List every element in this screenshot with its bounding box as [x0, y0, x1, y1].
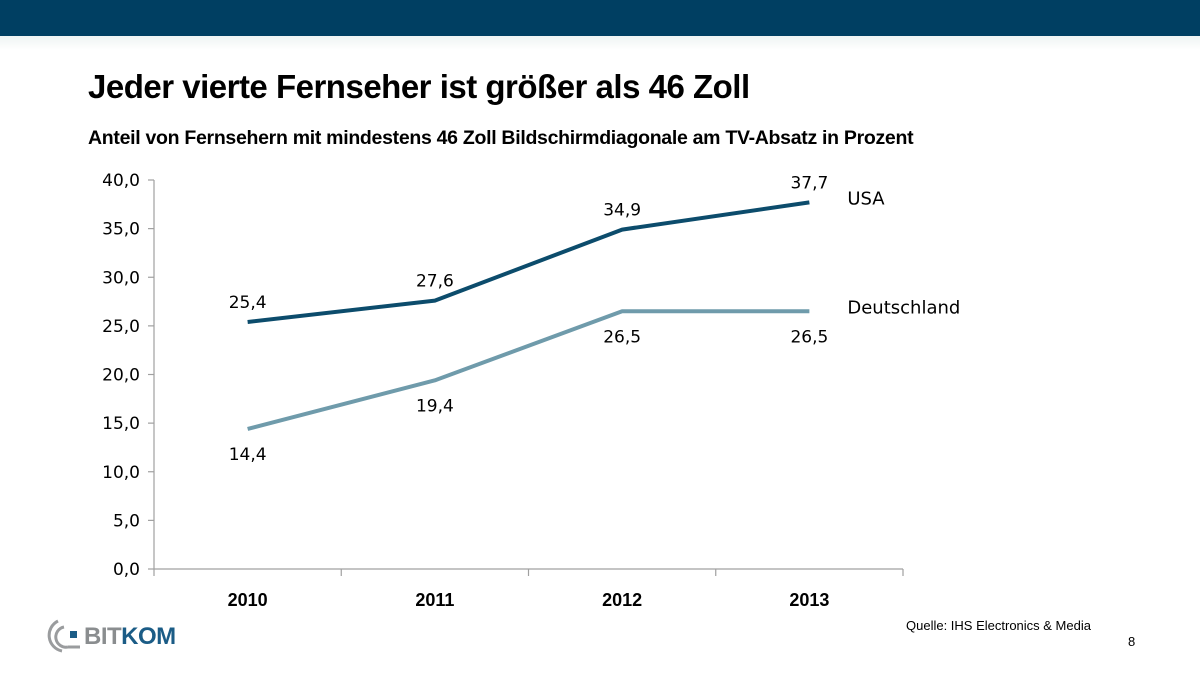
page-title: Jeder vierte Fernseher ist größer als 46…	[88, 68, 750, 105]
y-tick-label: 10,0	[102, 463, 140, 483]
page-number: 8	[1128, 634, 1136, 649]
logo-text-bit: BIT	[84, 623, 122, 650]
y-tick-label: 35,0	[102, 220, 140, 240]
y-tick-label: 15,0	[102, 414, 140, 434]
x-category-label: 2012	[602, 590, 642, 610]
bitkom-logo-text: BITKOM	[84, 623, 176, 651]
data-label: 26,5	[603, 327, 641, 347]
y-tick-label: 40,0	[102, 171, 140, 191]
chart-series: 25,4 27,6 34,9 37,7 USA 14,4 19,4 26,5 26,5 Deuts…	[229, 173, 961, 465]
chart-axes	[153, 180, 903, 570]
top-banner	[0, 0, 1200, 36]
data-label: 25,4	[229, 293, 267, 313]
top-banner-shadow	[0, 36, 1200, 50]
y-tick-label: 25,0	[102, 317, 140, 337]
x-axis-categories: 2010 2011 2012 2013	[153, 569, 904, 610]
source-note: Quelle: IHS Electronics & Media	[906, 618, 1091, 633]
y-tick-label: 5,0	[113, 511, 140, 531]
chart-subtitle: Anteil von Fernsehern mit mindestens 46 …	[88, 127, 914, 149]
x-category-label: 2011	[415, 590, 454, 610]
bitkom-logo: BITKOM	[46, 617, 206, 657]
series-deutschland: 14,4 19,4 26,5 26,5 Deutschland	[229, 297, 961, 465]
x-category-label: 2013	[789, 590, 829, 610]
y-tick-label: 20,0	[102, 366, 140, 386]
y-axis-ticks: 0,0 5,0 10,0 15,0 20,0 25,0 30,0 35,0 40,0	[102, 171, 154, 580]
series-name-label: Deutschland	[847, 297, 960, 318]
data-label: 27,6	[416, 272, 454, 292]
series-usa: 25,4 27,6 34,9 37,7 USA	[229, 173, 885, 324]
bitkom-logo-icon	[47, 619, 80, 653]
y-tick-label: 30,0	[102, 268, 140, 288]
data-label: 14,4	[229, 445, 267, 465]
x-category-label: 2010	[228, 590, 268, 610]
data-label: 37,7	[790, 173, 828, 193]
series-line	[247, 200, 810, 324]
data-label: 19,4	[416, 396, 454, 416]
y-tick-label: 0,0	[113, 560, 140, 580]
data-label: 34,9	[603, 201, 641, 221]
data-label: 26,5	[790, 327, 828, 347]
logo-text-kom: KOM	[121, 623, 176, 650]
series-name-label: USA	[847, 188, 885, 209]
series-line	[247, 309, 810, 431]
